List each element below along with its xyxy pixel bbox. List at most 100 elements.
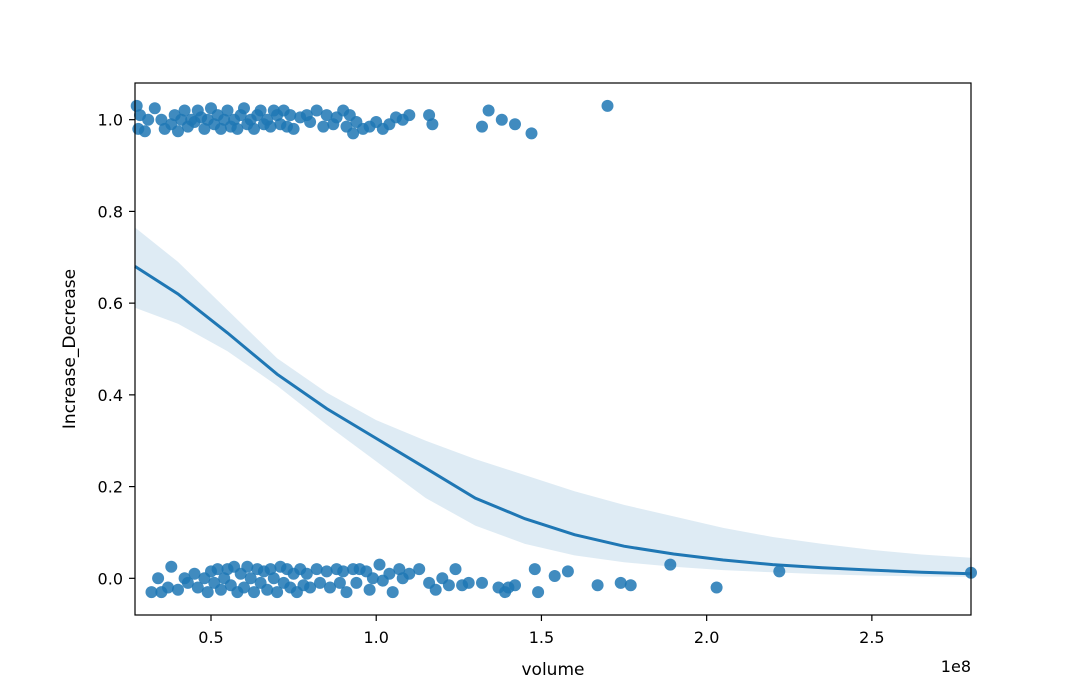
scatter-point <box>548 570 561 582</box>
scatter-point <box>238 102 250 115</box>
scatter-point <box>462 576 475 589</box>
scatter-point <box>142 113 155 126</box>
scatter-point <box>601 99 614 112</box>
scatter-point <box>145 586 158 599</box>
y-axis-ticks: 0.0 0.2 0.4 0.6 0.8 1.0 <box>98 111 135 588</box>
scatter-point <box>442 579 455 592</box>
scatter-point <box>248 586 260 599</box>
scatter-point <box>393 563 406 576</box>
scatter-point <box>214 122 227 135</box>
scatter-point <box>320 109 333 122</box>
scatter-point <box>532 586 545 599</box>
scatter-point <box>221 104 234 117</box>
scatter-point <box>188 567 201 580</box>
y-tick-label: 0.2 <box>98 478 123 497</box>
scatter-point <box>138 125 151 138</box>
x-tick-label: 2.5 <box>859 628 884 647</box>
scatter-point <box>264 120 277 133</box>
scatter-point <box>310 104 323 117</box>
scatter-point <box>304 581 317 594</box>
scatter-point <box>528 563 541 576</box>
scatter-point <box>403 109 416 122</box>
scatter-point <box>340 586 353 599</box>
scatter-point <box>482 104 495 117</box>
confidence-band-layer <box>135 227 971 577</box>
scatter-point <box>324 581 336 594</box>
scatter-point <box>509 579 521 592</box>
scatter-point <box>386 586 399 599</box>
scatter-point <box>261 583 274 596</box>
scatter-point <box>363 583 376 596</box>
scatter-point <box>314 576 326 589</box>
scatter-point <box>267 572 280 585</box>
scatter-point <box>304 116 317 128</box>
y-tick-label: 0.4 <box>98 386 123 405</box>
x-tick-label: 1.0 <box>363 628 388 647</box>
scatter-point <box>423 109 436 122</box>
scatter-point <box>350 576 363 589</box>
scatter-point <box>383 567 396 580</box>
scatter-point <box>561 565 574 578</box>
scatter-point <box>162 581 174 594</box>
scatter-point <box>495 113 508 126</box>
scatter-point <box>413 563 426 576</box>
scatter-point <box>231 122 244 135</box>
scatter-point <box>366 572 379 585</box>
x-tick-label: 0.5 <box>198 628 223 647</box>
y-tick-label: 0.8 <box>98 202 123 221</box>
scatter-point <box>664 558 677 571</box>
confidence-band <box>135 227 971 577</box>
scatter-point <box>284 109 297 122</box>
scatter-point <box>172 125 184 138</box>
scatter-point <box>337 565 350 578</box>
scatter-point <box>178 104 191 117</box>
scatter-point <box>130 99 143 112</box>
scatter-point <box>198 122 211 135</box>
y-tick-label: 0.0 <box>98 569 123 588</box>
scatter-point <box>403 567 416 580</box>
x-axis-ticks: 0.5 1.0 1.5 2.0 2.5 <box>198 615 885 647</box>
scatter-point <box>238 581 250 594</box>
scatter-point <box>310 563 323 576</box>
scatter-point <box>449 563 462 576</box>
scatter-point <box>254 104 267 117</box>
y-tick-label: 0.6 <box>98 294 123 313</box>
scatter-point <box>476 576 488 589</box>
y-tick-label: 1.0 <box>98 111 123 130</box>
scatter-point <box>172 583 184 596</box>
scatter-point <box>429 583 442 596</box>
scatter-point <box>320 565 333 578</box>
regression-line <box>134 265 972 576</box>
scatter-point <box>271 586 284 599</box>
scatter-point <box>181 576 194 589</box>
x-tick-label: 2.0 <box>694 628 719 647</box>
plot-frame <box>134 82 972 616</box>
scatter-point <box>710 581 723 594</box>
scatter-points-layer <box>130 99 977 599</box>
scatter-point <box>317 120 330 133</box>
scatter-point <box>525 127 538 140</box>
scatter-point <box>201 586 214 599</box>
scatter-point <box>244 572 257 585</box>
scatter-point <box>333 576 346 589</box>
scatter-point <box>347 127 360 140</box>
scatter-point <box>614 576 627 589</box>
scatter-point <box>165 560 178 573</box>
x-axis-offset-label: 1e8 <box>941 657 971 676</box>
scatter-point <box>624 579 637 592</box>
scatter-point <box>287 122 300 135</box>
scatter-point <box>476 120 488 133</box>
scatter-point <box>148 102 161 115</box>
x-tick-label: 1.5 <box>529 628 554 647</box>
scatter-point <box>155 113 168 126</box>
scatter-point <box>373 558 386 571</box>
y-axis-label: Increase_Decrease <box>60 269 80 429</box>
scatter-point <box>248 122 260 135</box>
scatter-point <box>214 583 227 596</box>
scatter-point <box>191 581 204 594</box>
fit-line-layer <box>134 265 972 576</box>
scatter-point <box>264 563 277 576</box>
scatter-point <box>152 572 165 585</box>
scatter-point <box>591 579 604 592</box>
